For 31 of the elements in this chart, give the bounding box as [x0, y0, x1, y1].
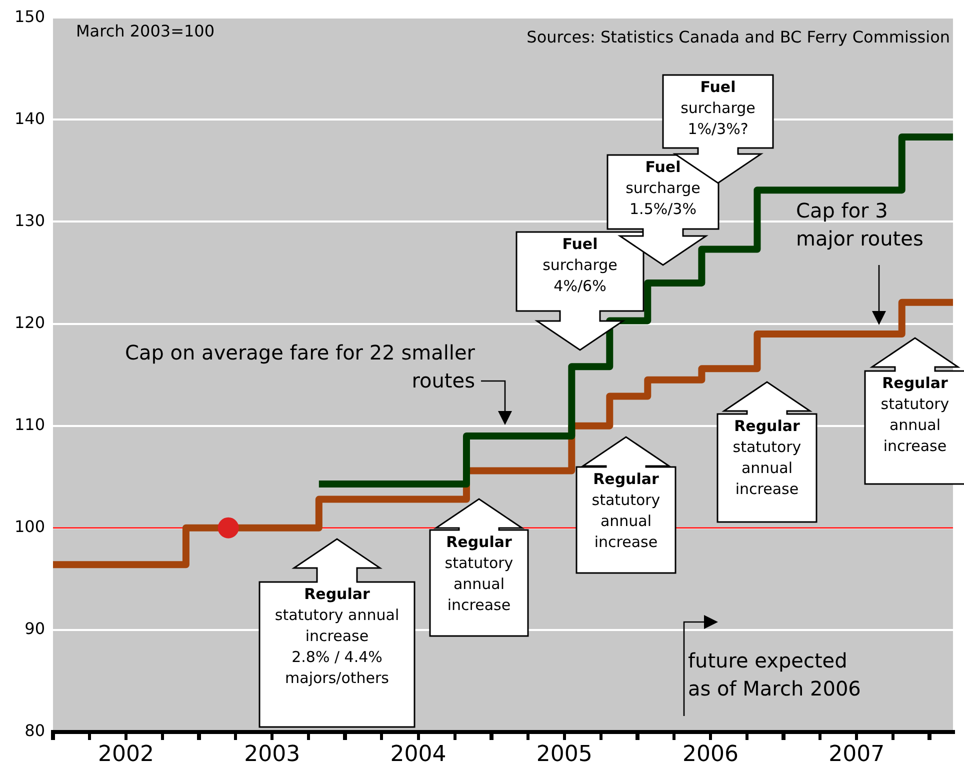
annotation: Regular statutory annual increase — [880, 374, 950, 456]
annotation: Cap on average fare for 22 smaller routes — [125, 340, 476, 392]
y-tick-label: 110 — [14, 414, 45, 434]
annotation: Regular statutory annual increase — [732, 417, 802, 498]
annotation: March 2003=100 — [76, 21, 215, 40]
annotation: Regular statutory annual increase — [592, 470, 660, 552]
x-tick-label: 2002 — [98, 742, 154, 767]
annotation: Regular statutory annual increase — [444, 533, 514, 614]
annotation: future expected as of March 2006 — [688, 648, 861, 700]
arrow-callout: Regular statutory annual increase — [716, 381, 818, 523]
annotation: Regular statutory annual increase 2.8% / 4.4% majors/others — [274, 585, 400, 688]
arrow-callout: Regular statutory annual increase — [864, 337, 964, 485]
x-tick-label: 2007 — [828, 742, 885, 767]
annotation: Fuel surcharge 4%/6% — [542, 235, 618, 296]
annotation: Fuel surcharge 1.5%/3% — [626, 158, 700, 218]
arrow-callout: Fuel surcharge 4%/6% — [516, 231, 644, 351]
y-tick-label: 90 — [24, 619, 45, 638]
x-tick-label: 2006 — [682, 742, 738, 767]
y-tick-label: 100 — [14, 517, 45, 536]
y-tick-label: 80 — [24, 721, 45, 740]
y-tick-label: 150 — [14, 6, 45, 26]
x-tick-label: 2004 — [390, 742, 446, 767]
annotation: Sources: Statistics Canada and BC Ferry Commission — [526, 27, 950, 46]
arrow-callout: Regular statutory annual increase 2.8% / 4.4% majors/others — [258, 538, 416, 728]
y-tick-label: 140 — [14, 108, 45, 128]
y-tick-label: 120 — [14, 312, 45, 332]
annotation: Fuel surcharge 1%/3%? — [680, 78, 756, 138]
x-tick-label: 2005 — [536, 742, 592, 767]
x-tick-label: 2003 — [244, 742, 300, 767]
y-tick-label: 130 — [14, 210, 45, 230]
annotation: Cap for 3 major routes — [796, 198, 924, 250]
